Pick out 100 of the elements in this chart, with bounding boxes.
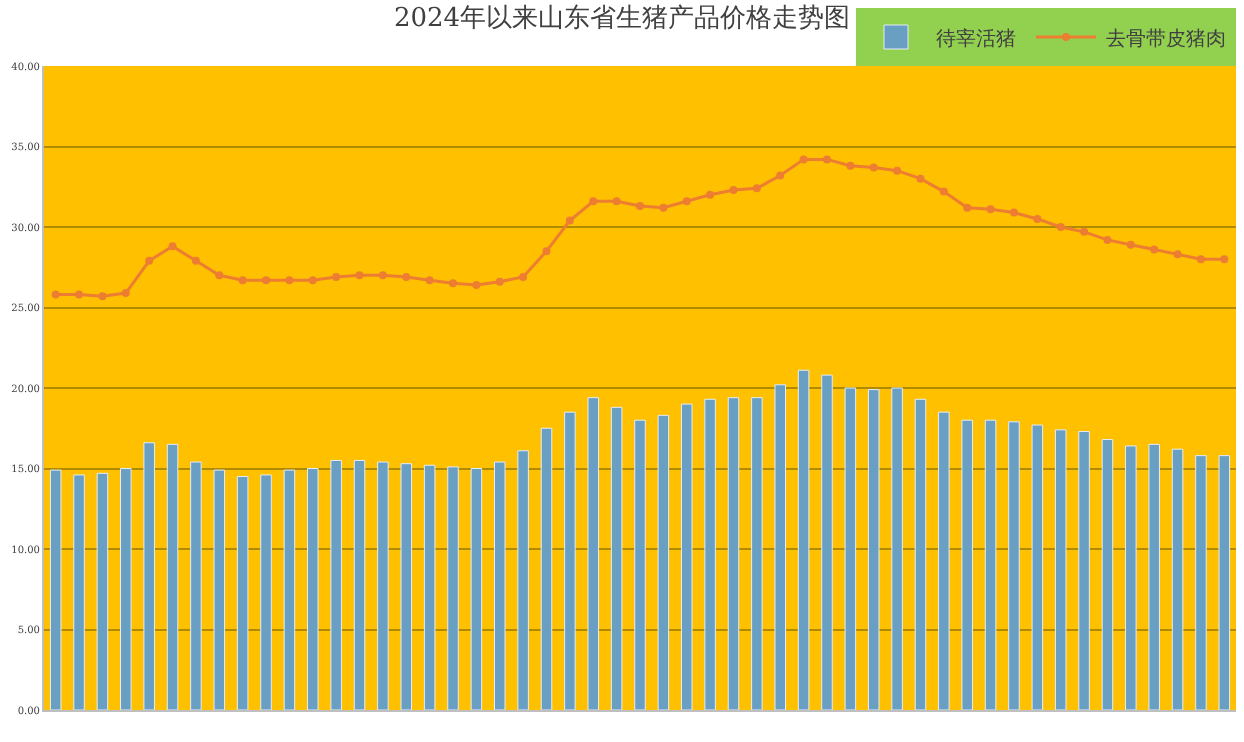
bar [400,463,413,710]
point [285,276,294,285]
bar [680,403,693,710]
chart-title: 2024年以来山东省生猪产品价格走势图 [393,3,851,34]
bar [423,464,436,710]
point [1173,250,1182,259]
point [729,185,738,194]
bar [236,476,249,710]
point [542,247,551,256]
bar [283,469,296,710]
point [1033,214,1042,223]
bar [657,414,670,710]
point [98,292,107,301]
bar [891,387,903,710]
bar [774,384,786,710]
point [308,276,317,285]
bar [961,419,973,710]
bar [517,450,529,710]
point [1220,255,1229,264]
point [1103,235,1112,244]
point [612,197,621,206]
bar [96,472,109,710]
bar [938,411,950,710]
point [1009,208,1018,217]
point [332,272,341,281]
point [145,256,154,265]
bar [73,474,85,710]
bar [470,468,483,710]
bar [1125,445,1137,710]
point [869,163,878,172]
point [449,279,458,288]
point [215,271,224,280]
bar [1101,439,1114,710]
bar [166,443,179,710]
point [262,276,271,285]
point [776,171,785,180]
bar [190,461,202,710]
point [75,290,84,299]
bar [330,459,342,710]
point [822,155,831,164]
bar [540,427,553,710]
bar [1218,455,1231,710]
point [706,190,715,199]
bar [494,461,506,710]
bar [143,442,155,710]
bar [260,474,272,710]
bar [844,387,857,710]
bar [120,468,132,710]
bar [1078,430,1090,710]
bar [1195,455,1207,710]
point [986,205,995,214]
point [519,272,528,281]
legend-label: 去骨带皮猪肉 [1106,26,1226,51]
bar [704,398,716,710]
bar [797,369,810,710]
point [565,216,574,225]
bar [727,397,740,710]
point [378,271,387,280]
bar [821,374,833,710]
point [402,272,411,281]
point [1150,245,1159,254]
point [916,174,925,183]
bar [1031,424,1044,710]
bar [984,419,997,710]
point [355,271,364,280]
point [799,155,808,164]
bar [49,469,62,710]
point [191,256,200,265]
point [682,197,691,206]
bar [447,466,459,710]
bar [1054,429,1067,710]
point [425,276,434,285]
legend-label: 待宰活猪 [936,26,1016,51]
point [893,166,902,175]
point [121,289,130,298]
point [495,277,504,286]
point [238,276,247,285]
point [752,184,761,193]
bar [914,398,927,710]
bar [1148,443,1160,710]
point [1080,227,1089,236]
bar [213,469,226,710]
bar [751,397,763,710]
point [1056,223,1065,231]
point [472,280,481,289]
bar [377,461,389,710]
bar [1171,448,1184,710]
point [939,187,948,196]
point [636,202,644,211]
bar [353,459,366,710]
bar [307,468,319,710]
point [659,203,668,212]
point [51,290,60,299]
point [1196,255,1205,264]
bar [587,397,600,710]
bar [610,406,623,710]
bar [564,411,576,710]
bar [867,389,880,710]
bar [1008,421,1020,710]
point [846,161,855,170]
